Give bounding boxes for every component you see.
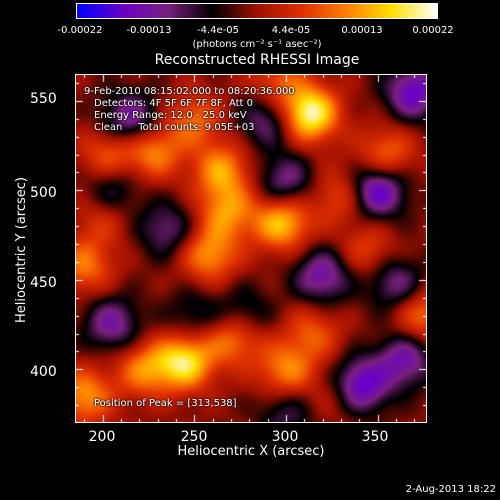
colorbar-tick-label: -4.4e-05 bbox=[197, 25, 239, 36]
y-tick-label: 500 bbox=[30, 185, 57, 201]
colorbar-tick-label: 0.00013 bbox=[341, 25, 383, 36]
y-tick-label: 550 bbox=[30, 91, 57, 107]
y-tick-label: 400 bbox=[30, 364, 57, 380]
energy-range-label: Energy Range: 12.0 - 25.0 keV bbox=[94, 110, 247, 121]
heatmap-image bbox=[75, 74, 427, 423]
y-tick-label: 450 bbox=[30, 275, 57, 291]
time-range-label: 9-Feb-2010 08:15:02.000 to 08:20:36.000 bbox=[84, 86, 295, 97]
algorithm-counts-label: Clean Total counts: 9.05E+03 bbox=[94, 122, 255, 133]
colorbar bbox=[76, 3, 438, 19]
peak-position-label: Position of Peak = [313,538] bbox=[94, 398, 237, 409]
colorbar-tick-label: -0.00013 bbox=[126, 25, 172, 36]
x-tick-label: 250 bbox=[180, 429, 208, 445]
detectors-label: Detectors: 4F 5F 6F 7F 8F, Att 0 bbox=[94, 98, 254, 109]
colorbar-tick-label: 0.00022 bbox=[412, 25, 454, 36]
x-tick-label: 350 bbox=[361, 429, 389, 445]
colorbar-tick-label: -0.00022 bbox=[57, 25, 103, 36]
generation-date: 2-Aug-2013 18:22 bbox=[405, 484, 496, 495]
x-axis-label: Heliocentric X (arcsec) bbox=[177, 444, 325, 459]
colorbar-tick-label: 4.4e-05 bbox=[271, 25, 311, 36]
x-tick-label: 200 bbox=[88, 429, 116, 445]
y-axis-label: Heliocentric Y (arcsec) bbox=[14, 177, 29, 323]
x-tick-label: 300 bbox=[271, 429, 299, 445]
chart-title: Reconstructed RHESSI Image bbox=[154, 52, 360, 68]
colorbar-units: (photons cm⁻² s⁻¹ asec⁻²) bbox=[192, 39, 322, 50]
